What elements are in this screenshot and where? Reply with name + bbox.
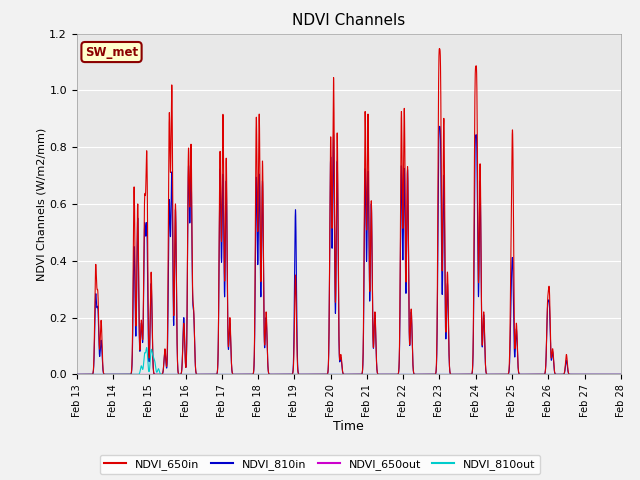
NDVI_810in bbox=[617, 372, 625, 377]
NDVI_650in bbox=[436, 46, 444, 51]
NDVI_650in bbox=[546, 290, 554, 296]
NDVI_810out bbox=[617, 372, 625, 377]
Line: NDVI_810in: NDVI_810in bbox=[77, 126, 621, 374]
NDVI_650in bbox=[317, 372, 325, 377]
NDVI_650out bbox=[317, 372, 325, 377]
NDVI_650in bbox=[73, 372, 81, 377]
NDVI_650out bbox=[609, 372, 617, 377]
NDVI_650out bbox=[561, 372, 568, 377]
Y-axis label: NDVI Channels (W/m2/mm): NDVI Channels (W/m2/mm) bbox=[36, 127, 47, 281]
NDVI_650out bbox=[420, 372, 428, 377]
NDVI_650out bbox=[616, 372, 623, 377]
Title: NDVI Channels: NDVI Channels bbox=[292, 13, 405, 28]
X-axis label: Time: Time bbox=[333, 420, 364, 433]
NDVI_810in bbox=[317, 372, 325, 377]
NDVI_810in bbox=[598, 372, 605, 377]
NDVI_810out bbox=[561, 372, 568, 377]
Line: NDVI_650in: NDVI_650in bbox=[77, 48, 621, 374]
NDVI_650in bbox=[617, 372, 625, 377]
NDVI_650out bbox=[546, 372, 554, 377]
NDVI_810out bbox=[73, 372, 81, 377]
NDVI_810in bbox=[546, 305, 554, 311]
NDVI_810in bbox=[609, 372, 617, 377]
NDVI_650in bbox=[561, 368, 568, 374]
NDVI_810in bbox=[436, 123, 444, 129]
NDVI_650in bbox=[420, 372, 428, 377]
NDVI_650in bbox=[609, 372, 617, 377]
NDVI_810out bbox=[546, 372, 554, 377]
NDVI_650out bbox=[617, 372, 625, 377]
NDVI_810out bbox=[609, 372, 617, 377]
NDVI_810in bbox=[420, 372, 428, 377]
Text: SW_met: SW_met bbox=[85, 46, 138, 59]
NDVI_810out bbox=[143, 345, 150, 350]
NDVI_650in bbox=[616, 372, 623, 377]
NDVI_810out bbox=[420, 372, 428, 377]
NDVI_810in bbox=[561, 369, 568, 375]
Line: NDVI_810out: NDVI_810out bbox=[77, 348, 621, 374]
Legend: NDVI_650in, NDVI_810in, NDVI_650out, NDVI_810out: NDVI_650in, NDVI_810in, NDVI_650out, NDV… bbox=[100, 455, 540, 474]
NDVI_650in bbox=[598, 372, 605, 377]
NDVI_810in bbox=[616, 372, 623, 377]
NDVI_810out bbox=[317, 372, 325, 377]
NDVI_650out bbox=[73, 372, 81, 377]
NDVI_810in bbox=[73, 372, 81, 377]
NDVI_810out bbox=[616, 372, 623, 377]
